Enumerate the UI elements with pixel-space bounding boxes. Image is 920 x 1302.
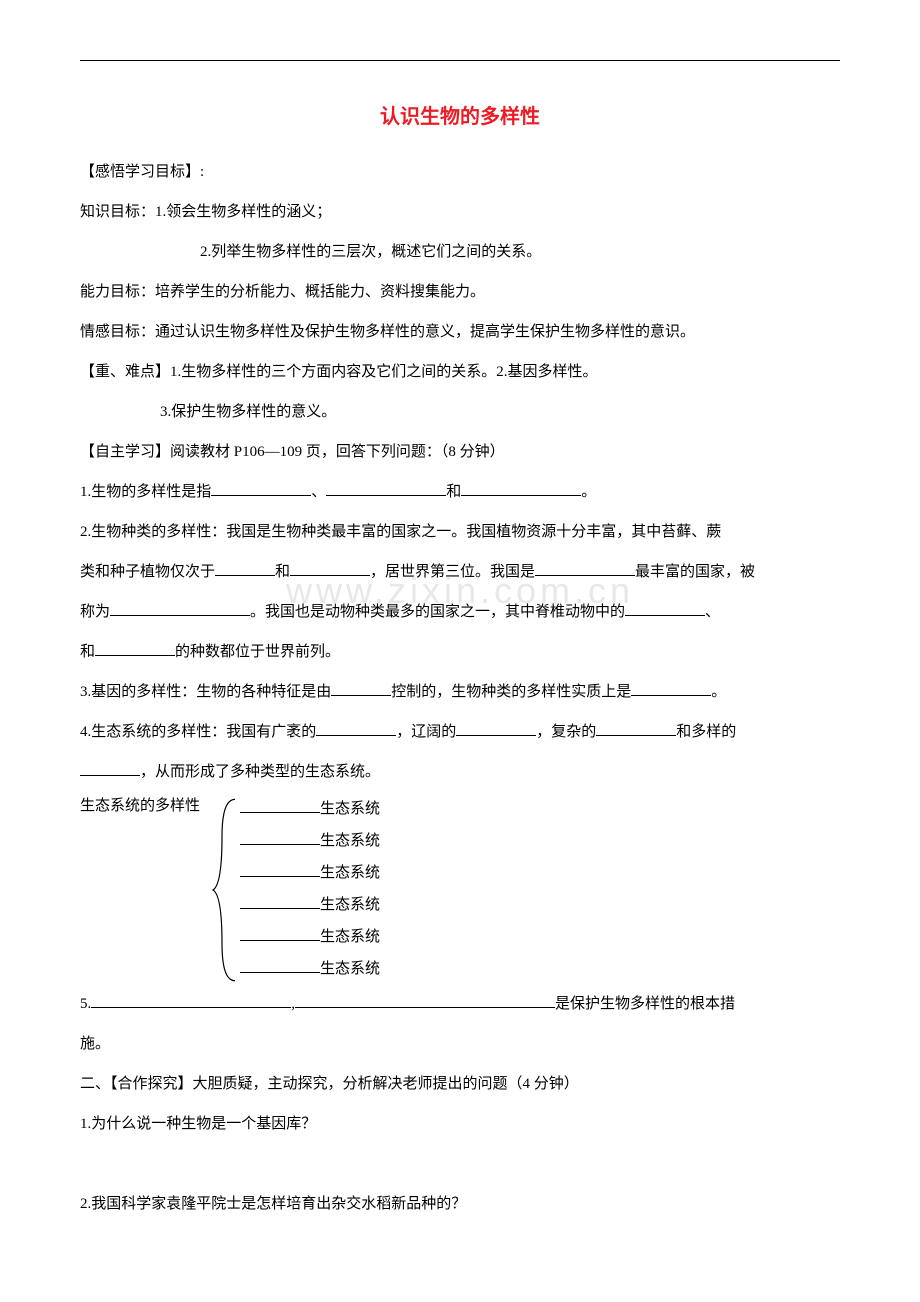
blank bbox=[110, 598, 250, 616]
blank bbox=[240, 923, 320, 941]
blank bbox=[215, 558, 275, 576]
ecosystem-item: 生态系统 bbox=[240, 890, 380, 920]
ability-text: 培养学生的分析能力、概括能力、资料搜集能力。 bbox=[155, 284, 485, 300]
keypoints-text-1: 1.生物多样性的三个方面内容及它们之间的关系。2.基因多样性。 bbox=[170, 364, 598, 380]
q2l2-mid1: 和 bbox=[275, 564, 290, 580]
document-content: 认识生物的多样性 【感悟学习目标】: 知识目标：1.领会生物多样性的涵义； 2.… bbox=[80, 100, 840, 1222]
blank bbox=[316, 718, 396, 736]
q2l3-end: 、 bbox=[705, 604, 720, 620]
blank bbox=[240, 859, 320, 877]
ecosystem-label: 生态系统的多样性 bbox=[80, 794, 210, 986]
q3-end: 。 bbox=[711, 684, 726, 700]
ability-goal: 能力目标：培养学生的分析能力、概括能力、资料搜集能力。 bbox=[80, 274, 840, 310]
question-5-line2: 施。 bbox=[80, 1026, 840, 1062]
coop-question-1: 1.为什么说一种生物是一个基因库？ bbox=[80, 1106, 840, 1142]
knowledge-label: 知识目标： bbox=[80, 204, 155, 220]
q1-end: 。 bbox=[581, 484, 596, 500]
q1-pre: 1.生物的多样性是指 bbox=[80, 484, 211, 500]
ecosystem-item: 生态系统 bbox=[240, 922, 380, 952]
eco-suffix: 生态系统 bbox=[320, 833, 380, 849]
ability-label: 能力目标： bbox=[80, 284, 155, 300]
q2l2-mid2: ，居世界第三位。我国是 bbox=[370, 564, 535, 580]
q2l4-end: 的种数都位于世界前列。 bbox=[175, 644, 340, 660]
ecosystem-bracket: 生态系统的多样性 生态系统 生态系统 生态系统 生态系统 生态系统 生态系统 bbox=[80, 794, 840, 986]
q4l1-mid2: ，复杂的 bbox=[536, 724, 596, 740]
emotion-label: 情感目标： bbox=[80, 324, 155, 340]
ecosystem-items: 生态系统 生态系统 生态系统 生态系统 生态系统 生态系统 bbox=[240, 794, 380, 986]
blank bbox=[290, 558, 370, 576]
blank bbox=[240, 795, 320, 813]
selfstudy-header: 【自主学习】阅读教材 P106—109 页，回答下列问题：（8 分钟） bbox=[80, 434, 840, 470]
selfstudy-text: 阅读教材 P106—109 页，回答下列问题：（8 分钟） bbox=[170, 444, 505, 460]
blank bbox=[461, 478, 581, 496]
section2-label: 二、【合作探究】 bbox=[80, 1076, 193, 1092]
selfstudy-label: 【自主学习】 bbox=[80, 444, 170, 460]
blank bbox=[211, 478, 311, 496]
page-title: 认识生物的多样性 bbox=[80, 100, 840, 129]
question-4-line1: 4.生态系统的多样性：我国有广袤的 ，辽阔的 ，复杂的 和多样的 bbox=[80, 714, 840, 750]
eco-suffix: 生态系统 bbox=[320, 929, 380, 945]
knowledge-text-1: 1.领会生物多样性的涵义； bbox=[155, 204, 331, 220]
emotion-text: 通过认识生物多样性及保护生物多样性的意义，提高学生保护生物多样性的意识。 bbox=[155, 324, 695, 340]
blank bbox=[331, 678, 391, 696]
eco-suffix: 生态系统 bbox=[320, 897, 380, 913]
question-5-line1: 5.,是保护生物多样性的根本措 bbox=[80, 986, 840, 1022]
question-4-line2: ，从而形成了多种类型的生态系统。 bbox=[80, 754, 840, 790]
blank bbox=[91, 990, 291, 1008]
objectives-label: 【感悟学习目标】: bbox=[80, 154, 840, 190]
question-2-line1: 2.生物种类的多样性：我国是生物种类最丰富的国家之一。我国植物资源十分丰富，其中… bbox=[80, 514, 840, 550]
q4l1-pre: 4.生态系统的多样性：我国有广袤的 bbox=[80, 724, 316, 740]
eco-suffix: 生态系统 bbox=[320, 801, 380, 817]
blank bbox=[80, 758, 140, 776]
q1-sep1: 、 bbox=[311, 484, 326, 500]
q2l4-pre: 和 bbox=[80, 644, 95, 660]
ecosystem-item: 生态系统 bbox=[240, 954, 380, 984]
q2l2-pre: 类和种子植物仅次于 bbox=[80, 564, 215, 580]
coop-question-2: 2.我国科学家袁隆平院士是怎样培育出杂交水稻新品种的？ bbox=[80, 1186, 840, 1222]
keypoints-label: 【重、难点】 bbox=[80, 364, 170, 380]
blank bbox=[95, 638, 175, 656]
q3-pre: 3.基因的多样性：生物的各种特征是由 bbox=[80, 684, 331, 700]
question-1: 1.生物的多样性是指 、 和 。 bbox=[80, 474, 840, 510]
blank bbox=[456, 718, 536, 736]
blank bbox=[625, 598, 705, 616]
question-3: 3.基因的多样性：生物的各种特征是由 控制的，生物种类的多样性实质上是 。 bbox=[80, 674, 840, 710]
section2-header: 二、【合作探究】大胆质疑，主动探究，分析解决老师提出的问题（4 分钟） bbox=[80, 1066, 840, 1102]
keypoints-line1: 【重、难点】1.生物多样性的三个方面内容及它们之间的关系。2.基因多样性。 bbox=[80, 354, 840, 390]
blank bbox=[326, 478, 446, 496]
blank bbox=[596, 718, 676, 736]
blank bbox=[240, 955, 320, 973]
ecosystem-item: 生态系统 bbox=[240, 826, 380, 856]
blank bbox=[631, 678, 711, 696]
question-2-line3: 称为 。我国也是动物种类最多的国家之一，其中脊椎动物中的 、 bbox=[80, 594, 840, 630]
knowledge-goal-1: 知识目标：1.领会生物多样性的涵义； bbox=[80, 194, 840, 230]
q4l2-end: ，从而形成了多种类型的生态系统。 bbox=[140, 764, 380, 780]
section2-text: 大胆质疑，主动探究，分析解决老师提出的问题（4 分钟） bbox=[193, 1076, 579, 1092]
q2l2-end: 最丰富的国家，被 bbox=[635, 564, 755, 580]
q2l3-mid: 。我国也是动物种类最多的国家之一，其中脊椎动物中的 bbox=[250, 604, 625, 620]
blank bbox=[240, 891, 320, 909]
eco-suffix: 生态系统 bbox=[320, 961, 380, 977]
eco-suffix: 生态系统 bbox=[320, 865, 380, 881]
q1-sep2: 和 bbox=[446, 484, 461, 500]
q2l3-pre: 称为 bbox=[80, 604, 110, 620]
ecosystem-item: 生态系统 bbox=[240, 794, 380, 824]
ecosystem-item: 生态系统 bbox=[240, 858, 380, 888]
knowledge-goal-2: 2.列举生物多样性的三层次，概述它们之间的关系。 bbox=[80, 234, 840, 270]
bracket-icon bbox=[210, 794, 240, 986]
q5-pre: 5. bbox=[80, 996, 91, 1012]
q5-end: 是保护生物多样性的根本措 bbox=[555, 996, 735, 1012]
q4l1-mid1: ，辽阔的 bbox=[396, 724, 456, 740]
question-2-line4: 和 的种数都位于世界前列。 bbox=[80, 634, 840, 670]
blank bbox=[535, 558, 635, 576]
q3-mid: 控制的，生物种类的多样性实质上是 bbox=[391, 684, 631, 700]
q4l1-end: 和多样的 bbox=[676, 724, 736, 740]
question-2-line2: 类和种子植物仅次于 和 ，居世界第三位。我国是 最丰富的国家，被 bbox=[80, 554, 840, 590]
keypoints-line2: 3.保护生物多样性的意义。 bbox=[80, 394, 840, 430]
emotion-goal: 情感目标：通过认识生物多样性及保护生物多样性的意义，提高学生保护生物多样性的意识… bbox=[80, 314, 840, 350]
blank bbox=[295, 990, 555, 1008]
blank bbox=[240, 827, 320, 845]
